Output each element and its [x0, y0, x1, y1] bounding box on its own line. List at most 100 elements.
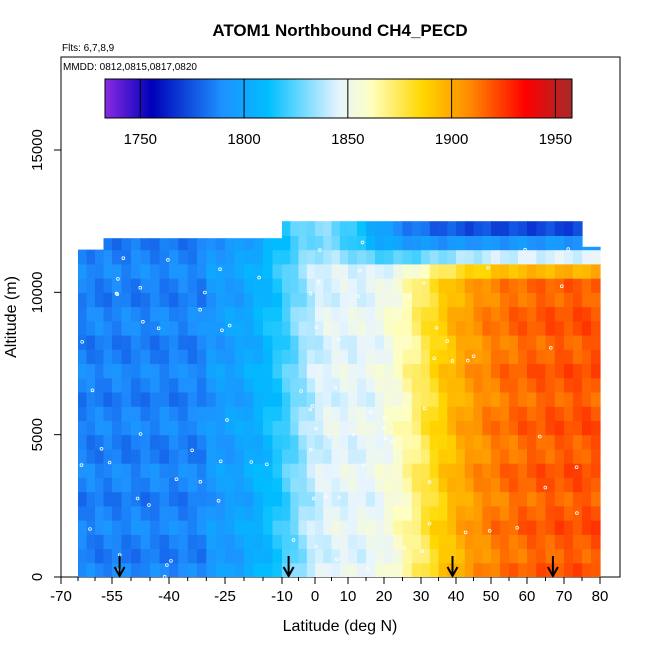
heatmap-cell: [357, 249, 367, 265]
heatmap-cell: [582, 463, 592, 478]
heatmap-cell: [429, 505, 440, 521]
heatmap-cell: [331, 562, 341, 577]
heatmap-cell: [473, 434, 483, 450]
heatmap-cell: [131, 392, 142, 407]
heatmap-cell: [290, 420, 300, 436]
heatmap-cell: [447, 235, 457, 251]
heatmap-cell: [282, 463, 291, 478]
heatmap-cell: [253, 477, 264, 493]
heatmap-cell: [225, 263, 236, 279]
heatmap-cell: [263, 249, 274, 265]
heatmap-cell: [131, 377, 142, 393]
heatmap-cell: [103, 335, 113, 350]
heatmap-cell: [187, 520, 198, 535]
heatmap-cell: [206, 534, 217, 550]
heatmap-cell: [473, 406, 483, 421]
heatmap-cell: [402, 392, 413, 407]
heatmap-cell: [348, 448, 358, 464]
heatmap-cell: [573, 335, 583, 350]
sample-point: [382, 416, 387, 421]
heatmap-cell: [421, 221, 431, 236]
heatmap-cell: [169, 548, 179, 564]
heatmap-cell: [112, 448, 123, 464]
heatmap-cell: [447, 377, 457, 393]
heatmap-cell: [187, 448, 198, 464]
heatmap-cell: [482, 505, 492, 521]
heatmap-cell: [315, 363, 324, 379]
heatmap-cell: [140, 420, 151, 436]
heatmap-cell: [253, 335, 264, 350]
heatmap-cell: [253, 249, 264, 265]
heatmap-cell: [429, 420, 440, 436]
heatmap-cell: [500, 306, 510, 322]
heatmap-cell: [169, 420, 179, 436]
heatmap-cell: [197, 463, 207, 478]
sample-point: [402, 545, 407, 550]
heatmap-cell: [331, 448, 341, 464]
heatmap-cell: [197, 491, 207, 507]
heatmap-cell: [263, 420, 274, 436]
heatmap-cell: [298, 249, 308, 265]
heatmap-cell: [447, 363, 457, 379]
heatmap-cell: [339, 420, 349, 436]
heatmap-cell: [272, 548, 283, 564]
sample-point: [227, 323, 232, 328]
heatmap-cell: [339, 320, 349, 336]
heatmap-cell: [491, 477, 501, 493]
sample-point: [515, 525, 519, 530]
heatmap-cell: [178, 448, 189, 464]
heatmap-cell: [225, 363, 236, 379]
heatmap-cell: [272, 505, 283, 521]
heatmap-cell: [187, 548, 198, 564]
heatmap-cell: [131, 520, 142, 535]
heatmap-cell: [140, 505, 151, 521]
heatmap-cell: [384, 278, 394, 293]
heatmap-cell: [482, 420, 492, 436]
heatmap-cell: [215, 548, 226, 564]
heatmap-cell: [306, 363, 316, 379]
heatmap-cell: [411, 306, 422, 322]
heatmap-cell: [411, 448, 422, 464]
heatmap-cell: [272, 477, 283, 493]
heatmap-cell: [121, 238, 132, 251]
heatmap-cell: [554, 406, 565, 421]
heatmap-cell: [244, 548, 255, 564]
heatmap-cell: [375, 335, 385, 350]
heatmap-cell: [95, 349, 105, 365]
heatmap-cell: [447, 448, 457, 464]
heatmap-cell: [509, 377, 519, 393]
heatmap-cell: [169, 434, 179, 450]
heatmap-cell: [339, 434, 349, 450]
heatmap-cell: [411, 406, 422, 421]
heatmap-cell: [491, 420, 501, 436]
heatmap-cell: [140, 320, 151, 336]
heatmap-cell: [393, 463, 404, 478]
heatmap-cell: [272, 278, 283, 293]
heatmap-cell: [564, 278, 574, 293]
heatmap-cell: [429, 406, 440, 421]
heatmap-cell: [159, 434, 170, 450]
heatmap-cell: [290, 477, 300, 493]
heatmap-cell: [206, 278, 217, 293]
sample-point: [198, 307, 202, 312]
heatmap-cell: [554, 420, 565, 436]
heatmap-cell: [421, 534, 431, 550]
heatmap-cell: [215, 392, 226, 407]
heatmap-cell: [159, 363, 170, 379]
heatmap-cell: [564, 463, 574, 478]
heatmap-cell: [290, 221, 300, 236]
heatmap-cell: [554, 263, 565, 279]
heatmap-cell: [375, 463, 385, 478]
heatmap-cell: [78, 320, 88, 336]
heatmap-cell: [95, 434, 105, 450]
heatmap-cell: [421, 434, 431, 450]
heatmap-cell: [348, 363, 358, 379]
heatmap-cell: [263, 406, 274, 421]
heatmap-cell: [95, 448, 105, 464]
heatmap-cell: [509, 448, 519, 464]
heatmap-cell: [159, 463, 170, 478]
heatmap-cell: [187, 320, 198, 336]
heatmap-cell: [339, 377, 349, 393]
heatmap-cell: [306, 434, 316, 450]
heatmap-cell: [482, 249, 492, 265]
